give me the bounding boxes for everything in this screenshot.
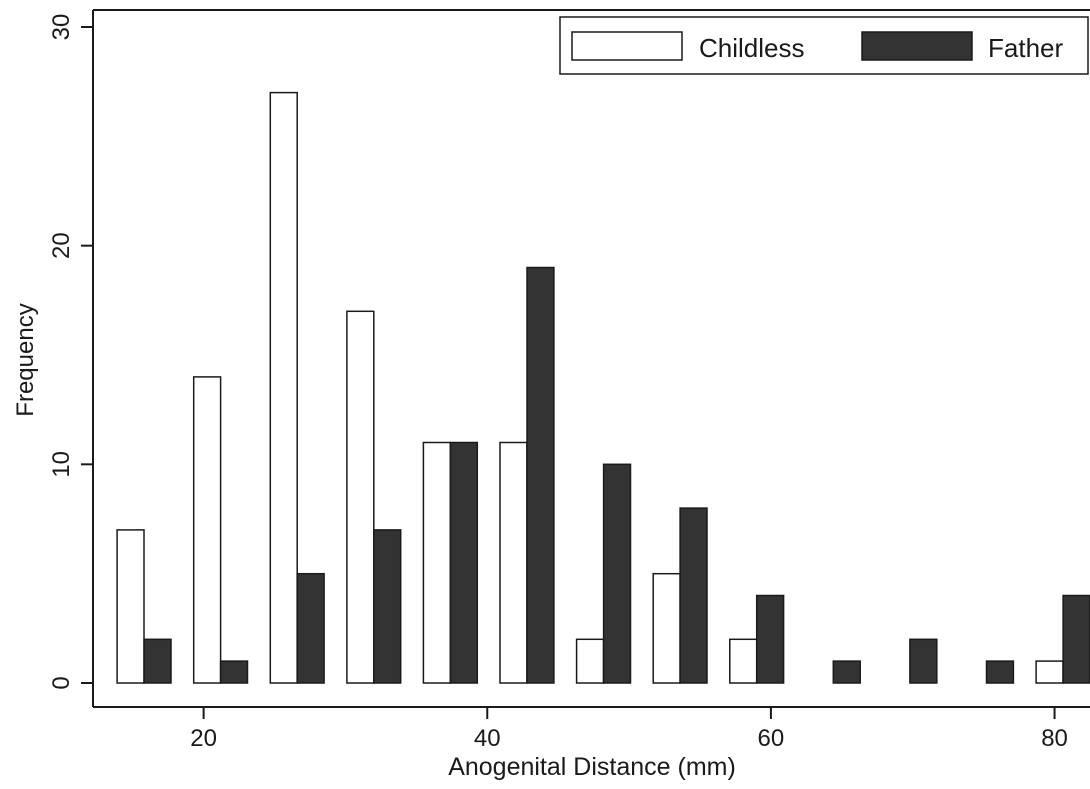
x-tick-label: 20 [190,725,217,752]
bar-childless-0 [116,529,145,684]
bar-father-4 [449,441,479,684]
bar-childless-5 [499,441,528,684]
y-tick-label: 30 [48,14,75,41]
legend-box [559,16,1089,75]
bar-father-12 [1062,594,1090,684]
x-tick-label: 40 [474,725,501,752]
bar-childless-3 [346,310,375,684]
x-axis-title: Anogenital Distance (mm) [448,753,736,781]
bar-father-5 [526,266,555,684]
bar-father-10 [909,638,938,684]
bar-father-6 [602,463,632,684]
bar-father-3 [373,529,402,684]
bar-childless-12 [1035,660,1064,684]
bar-father-2 [296,572,325,684]
bar-father-7 [679,507,708,684]
bar-childless-7 [652,572,681,684]
bars-layer [116,91,1090,684]
legend-swatch-childless [571,31,683,61]
legend: Childless Father [559,16,1089,75]
bar-childless-2 [269,91,298,684]
bar-childless-1 [192,376,222,684]
y-axis-title: Frequency [12,303,39,416]
bar-father-8 [755,594,785,684]
y-tick-label: 0 [48,676,75,689]
bar-father-9 [832,660,861,684]
bar-childless-4 [422,441,452,684]
bar-father-11 [985,660,1015,684]
x-tick-label: 80 [1041,725,1068,752]
axes-layer: 0 10 20 30 20 40 60 80 [48,9,1090,752]
legend-label-childless: Childless [699,33,805,63]
bar-childless-8 [729,638,758,684]
bar-father-0 [143,638,172,684]
legend-label-father: Father [988,33,1063,63]
x-tick-label: 60 [758,725,785,752]
bar-father-1 [219,660,249,684]
y-tick-label: 20 [48,232,75,259]
bar-childless-6 [575,638,605,684]
legend-swatch-father [861,31,973,61]
y-tick-label: 10 [48,451,75,478]
